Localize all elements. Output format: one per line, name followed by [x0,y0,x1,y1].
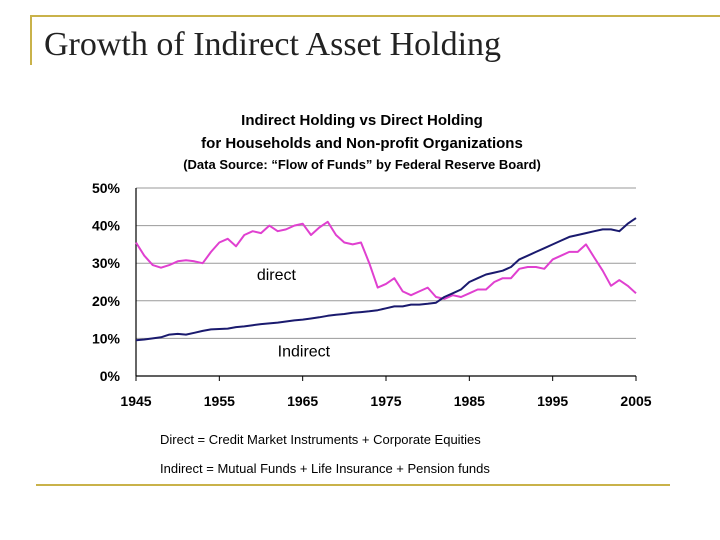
annotations: direct Indirect [257,267,331,360]
grid [136,187,636,339]
bottom-rule [36,484,670,486]
x-tick-label: 1945 [120,393,151,409]
series [135,217,637,342]
indirect-series-line [135,217,637,342]
tick-labels: 0% 10% 20% 30% 40% 50% 1945 1955 1965 1975 1985 199… [92,180,652,409]
footnote-direct-definition: Direct = Credit Market Instruments + Cor… [160,432,481,447]
x-tick-label: 1955 [204,393,235,409]
y-tick-label: 0% [100,368,121,384]
y-tick-label: 40% [92,218,121,234]
x-tick-label: 2005 [620,393,651,409]
slide-title: Growth of Indirect Asset Holding [44,26,502,63]
x-tick-label: 1965 [287,393,318,409]
x-tick-label: 1985 [454,393,485,409]
chart: 0% 10% 20% 30% 40% 50% 1945 1955 1965 1975 1985 199… [92,112,652,409]
x-tick-label: 1995 [537,393,568,409]
direct-series-line [135,220,637,300]
y-tick-label: 50% [92,180,121,196]
chart-title-line: Indirect Holding vs Direct Holding [241,112,483,129]
chart-title: Indirect Holding vs Direct Holding for Ho… [183,112,541,172]
chart-title-line: for Households and Non-profit Organizati… [201,135,523,152]
footnote-indirect-definition: Indirect = Mutual Funds + Life Insurance… [160,461,490,476]
chart-title-line: (Data Source: “Flow of Funds” by Federal… [183,157,541,172]
x-tick-label: 1975 [370,393,401,409]
left-rule [30,15,32,65]
top-rule [30,15,720,17]
y-tick-label: 30% [92,255,121,271]
series-annotation: Indirect [278,343,331,360]
y-tick-label: 10% [92,330,121,346]
y-tick-label: 20% [92,293,121,309]
series-annotation: direct [257,267,297,284]
axes [135,188,637,381]
